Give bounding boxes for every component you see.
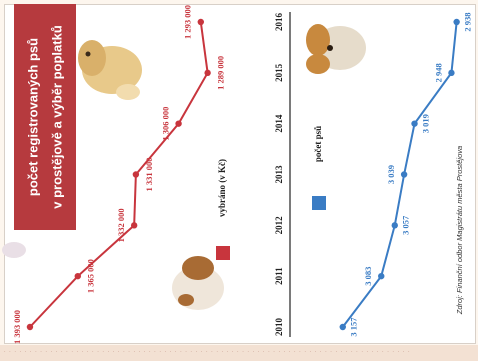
data-point-vybrano [175,120,182,127]
legend-swatch-vybrano [216,246,230,260]
x-tick-label: 2014 [274,114,284,132]
data-point-pocet-psu [453,18,460,26]
bottom-strip-text: · · · · · · · · · · · · · · · · · · · · … [4,349,411,355]
x-tick-label: 2010 [274,318,284,337]
x-tick-label: 2016 [274,13,284,32]
decorative-blob-left [2,242,26,258]
x-tick-label: 2012 [274,216,284,235]
x-tick-label: 2011 [274,267,284,285]
data-label-pocet-psu: 3 083 [363,267,373,286]
dog-illustration-bottom [172,256,224,310]
chart-title-line2: v prostějově a výběr poplatků [49,25,64,209]
data-point-pocet-psu [378,272,385,280]
data-label-vybrano: 1 293 000 [183,5,193,39]
data-label-pocet-psu: 3 019 [420,114,430,133]
data-label-pocet-psu: 2 948 [433,63,443,82]
title-box [14,4,76,230]
dog-illustration-right [306,24,366,74]
data-label-vybrano: 1 365 000 [86,259,96,293]
source-note: Zdroj: Finanční odbor Magistrátu města P… [455,146,464,315]
data-point-vybrano [132,171,140,178]
data-label-vybrano: 1 289 000 [216,56,226,90]
bottom-strip: · · · · · · · · · · · · · · · · · · · · … [0,345,478,361]
data-point-pocet-psu [411,120,418,127]
legend-swatch-pocet-psu [312,196,326,210]
data-label-vybrano: 1 393 000 [12,310,22,344]
data-label-pocet-psu: 2 938 [463,12,473,31]
data-point-vybrano [26,323,34,331]
data-point-vybrano [74,272,81,280]
data-label-pocet-psu: 3 039 [386,165,396,184]
data-point-vybrano [204,69,211,77]
data-label-pocet-psu: 3 157 [349,317,359,337]
data-label-pocet-psu: 3 057 [401,215,411,235]
chart-title-line1: počet registrovaných psů [25,38,40,196]
legend-label-pocet-psu: počet psů [313,126,323,162]
data-label-vybrano: 1 306 000 [161,107,171,141]
data-point-pocet-psu [391,222,398,229]
data-point-vybrano [130,222,138,229]
data-point-pocet-psu [339,323,346,331]
x-tick-label: 2015 [274,63,284,82]
data-label-vybrano: 1 331 000 [144,158,154,192]
data-point-vybrano [197,18,204,26]
x-tick-label: 2013 [274,165,284,184]
data-label-vybrano: 1 332 000 [116,208,126,242]
data-point-pocet-psu [448,69,455,77]
data-point-pocet-psu [400,171,408,178]
dog-illustration-top [78,40,142,100]
legend-label-vybrano: vybráno (v Kč) [217,159,227,217]
